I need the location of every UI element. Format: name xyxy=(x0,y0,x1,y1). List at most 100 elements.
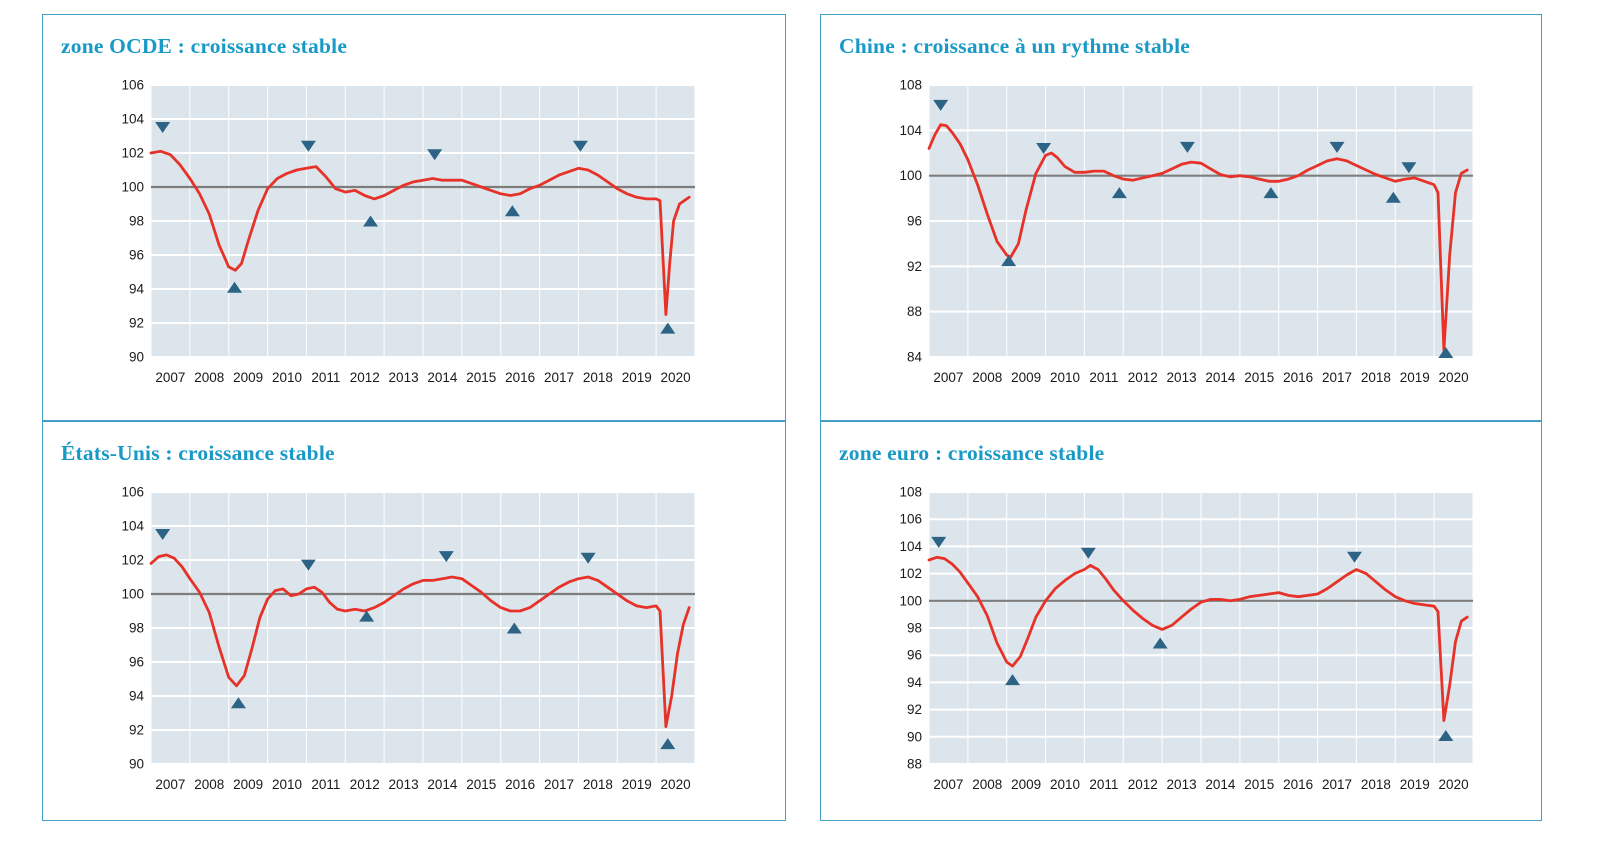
peak-triangle-icon xyxy=(155,122,171,133)
y-tick-label: 104 xyxy=(899,123,922,138)
trough-triangle-icon xyxy=(1438,346,1454,358)
peak-triangle-icon xyxy=(1179,141,1195,153)
trough-triangle-icon xyxy=(227,281,243,293)
x-tick-label: 2015 xyxy=(466,777,496,792)
y-tick-label: 106 xyxy=(121,485,144,500)
y-tick-label: 90 xyxy=(129,350,144,365)
peak-triangle-icon xyxy=(438,551,454,563)
trough-triangle-icon xyxy=(506,622,522,634)
y-tick-label: 88 xyxy=(907,304,922,319)
x-tick-label: 2011 xyxy=(311,777,340,792)
y-tick-label: 104 xyxy=(899,539,922,554)
y-tick-label: 106 xyxy=(121,78,144,93)
line-chart-chine: 84 88 92 96 100 104 108 2007 2008 2009 2010 2011 201… xyxy=(899,78,1474,385)
chart-area-zone-euro: 88 90 92 94 96 98 100 102 104 106 108 2007 2008 2009 2… xyxy=(879,480,1541,803)
chart-title-ocde: zone OCDE : croissance stable xyxy=(61,34,348,58)
trough-triangle-icon xyxy=(230,697,246,709)
x-tick-label: 2012 xyxy=(1128,370,1158,385)
x-tick-label: 2013 xyxy=(389,370,419,385)
peak-triangle-icon xyxy=(1401,162,1417,174)
x-tick-label: 2019 xyxy=(1400,777,1430,792)
x-tick-label: 2015 xyxy=(1244,370,1274,385)
x-tick-label: 2018 xyxy=(1361,777,1391,792)
chart-title-chine: Chine : croissance à un rythme stable xyxy=(839,34,1190,58)
y-tick-label: 98 xyxy=(907,621,922,636)
line-chart-zone-euro: 88 90 92 94 96 98 100 102 104 106 108 2007 2008 2009 2… xyxy=(899,485,1474,792)
y-tick-label: 92 xyxy=(907,702,922,717)
y-tick-label: 100 xyxy=(121,180,144,195)
y-tick-label: 96 xyxy=(907,214,922,229)
y-tick-label: 108 xyxy=(899,78,922,93)
trough-triangle-icon xyxy=(660,322,676,334)
series-line xyxy=(927,555,1469,722)
y-tick-label: 102 xyxy=(899,566,922,581)
x-tick-label: 2010 xyxy=(1050,777,1080,792)
y-tick-label: 104 xyxy=(121,112,144,127)
x-tick-label: 2014 xyxy=(427,370,458,385)
x-tick-label: 2013 xyxy=(389,777,419,792)
x-tick-label: 2011 xyxy=(1089,370,1118,385)
x-tick-label: 2010 xyxy=(272,777,302,792)
peak-triangle-icon xyxy=(1080,547,1096,559)
x-tick-label: 2014 xyxy=(1205,370,1236,385)
x-tick-label: 2016 xyxy=(505,777,535,792)
trough-triangle-icon xyxy=(660,738,676,750)
trough-triangle-icon xyxy=(1152,637,1168,649)
x-tick-label: 2019 xyxy=(622,370,652,385)
chart-panel-etats-unis: États-Unis : croissance stable 90 92 94 96 9… xyxy=(42,421,786,821)
x-tick-label: 2009 xyxy=(233,777,263,792)
trough-triangle-icon xyxy=(504,205,520,217)
x-tick-label: 2012 xyxy=(350,370,380,385)
x-tick-label: 2011 xyxy=(1089,777,1118,792)
x-tick-label: 2008 xyxy=(194,370,224,385)
x-tick-label: 2020 xyxy=(661,370,691,385)
peak-triangle-icon xyxy=(1346,551,1362,563)
trough-triangle-icon xyxy=(363,215,379,227)
y-tick-label: 92 xyxy=(129,316,144,331)
y-tick-label: 84 xyxy=(907,350,923,365)
peak-triangle-icon xyxy=(1036,142,1052,154)
peak-triangle-icon xyxy=(300,559,316,571)
x-tick-label: 2008 xyxy=(972,370,1002,385)
x-tick-label: 2008 xyxy=(194,777,224,792)
chart-panel-ocde: zone OCDE : croissance stable 90 92 94 96 98… xyxy=(42,14,786,421)
x-tick-label: 2020 xyxy=(1439,777,1469,792)
x-tick-label: 2020 xyxy=(661,777,691,792)
y-tick-label: 92 xyxy=(129,723,144,738)
peak-triangle-icon xyxy=(572,140,588,152)
trough-triangle-icon xyxy=(359,610,375,622)
x-tick-label: 2014 xyxy=(1205,777,1236,792)
x-tick-label: 2018 xyxy=(1361,370,1391,385)
y-tick-label: 94 xyxy=(907,675,923,690)
x-tick-label: 2016 xyxy=(505,370,535,385)
x-tick-label: 2007 xyxy=(933,777,963,792)
y-tick-label: 88 xyxy=(907,757,922,772)
y-tick-label: 100 xyxy=(121,587,144,602)
chart-panel-zone-euro: zone euro : croissance stable 88 90 92 94 96… xyxy=(820,421,1542,821)
trough-triangle-icon xyxy=(1001,255,1017,267)
trough-triangle-icon xyxy=(1385,191,1401,203)
y-tick-label: 104 xyxy=(121,519,144,534)
y-tick-label: 102 xyxy=(121,146,144,161)
x-tick-label: 2017 xyxy=(1322,777,1352,792)
y-tick-label: 100 xyxy=(899,168,922,183)
x-tick-label: 2010 xyxy=(1050,370,1080,385)
x-tick-label: 2019 xyxy=(1400,370,1430,385)
x-tick-label: 2017 xyxy=(544,777,574,792)
x-tick-label: 2010 xyxy=(272,370,302,385)
chart-area-ocde: 90 92 94 96 98 100 102 104 106 2007 2008 2009 2010 20… xyxy=(101,73,785,396)
y-tick-label: 98 xyxy=(129,214,144,229)
x-tick-label: 2011 xyxy=(311,370,340,385)
y-tick-label: 94 xyxy=(129,689,145,704)
line-chart-etats-unis: 90 92 94 96 98 100 102 104 106 2007 2008 2009 2010 20… xyxy=(121,485,696,792)
y-tick-label: 96 xyxy=(907,648,922,663)
x-tick-label: 2007 xyxy=(155,777,185,792)
y-tick-label: 106 xyxy=(899,512,922,527)
x-tick-label: 2012 xyxy=(350,777,380,792)
series-line xyxy=(927,123,1469,352)
trough-triangle-icon xyxy=(1263,187,1279,199)
y-tick-label: 102 xyxy=(121,553,144,568)
x-tick-label: 2017 xyxy=(1322,370,1352,385)
peak-triangle-icon xyxy=(933,99,949,111)
x-tick-label: 2016 xyxy=(1283,370,1313,385)
